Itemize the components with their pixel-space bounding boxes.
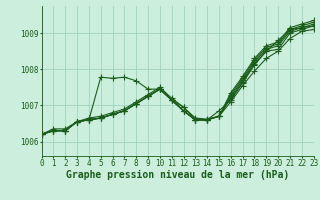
X-axis label: Graphe pression niveau de la mer (hPa): Graphe pression niveau de la mer (hPa) (66, 170, 289, 180)
